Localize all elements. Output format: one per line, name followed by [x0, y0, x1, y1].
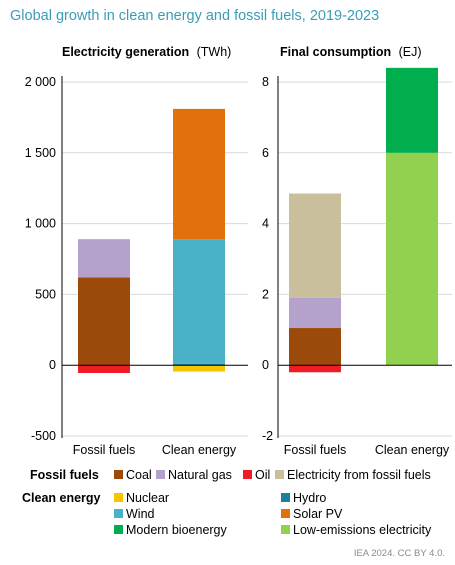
category-label: Clean energy	[375, 443, 450, 457]
bar-segment-natural-gas	[78, 239, 130, 278]
source-note: IEA 2024. CC BY 4.0.	[353, 548, 445, 559]
y-tick-label: 2	[262, 287, 269, 301]
chart-title: Global growth in clean energy and fossil…	[10, 8, 380, 24]
legend-item-solar-pv: Solar PV	[281, 507, 342, 521]
legend-heading-clean: Clean energy	[22, 491, 101, 505]
bar-segment-oil	[78, 365, 130, 373]
bar-segment-solar-pv	[173, 108, 225, 240]
coal-swatch	[114, 470, 123, 479]
bar-segment-oil	[289, 365, 341, 373]
panel-title-consumption-unit: (EJ)	[399, 45, 422, 59]
panel-title-electricity-main: Electricity generation	[62, 45, 189, 59]
legend-item-natural-gas: Natural gas	[156, 468, 232, 482]
panel-title-electricity-unit: (TWh)	[197, 45, 232, 59]
electricity-from-fossil-fuels-swatch	[275, 470, 284, 479]
y-tick-label: -2	[262, 429, 273, 443]
final-consumption-panel: -2 0 2 4 6 8 Fossil fuels Clean energy	[262, 67, 452, 457]
bar-segment-coal	[78, 277, 130, 366]
legend-label-nuclear: Nuclear	[126, 491, 170, 505]
legend-item-nuclear: Nuclear	[114, 491, 169, 505]
y-tick-label: 6	[262, 146, 269, 160]
legend-label-low-emissions-electricity: Low-emissions electricity	[293, 523, 432, 537]
legend-item-coal: Coal	[114, 468, 152, 482]
y-tick-label: 4	[262, 217, 269, 231]
y-tick-label: 500	[35, 287, 56, 301]
bar-segment-wind	[173, 239, 225, 364]
legend-item-modern-bioenergy: Modern bioenergy	[114, 523, 227, 537]
legend-label-electricity-from-fossil-fuels: Electricity from fossil fuels	[287, 468, 431, 482]
bar-segment-hydro	[173, 363, 225, 366]
modern-bioenergy-swatch	[114, 525, 123, 534]
category-label: Fossil fuels	[284, 443, 347, 457]
natural-gas-swatch	[156, 470, 165, 479]
y-tick-label: 1 500	[25, 146, 56, 160]
bar-segment-modern-bioenergy	[386, 67, 438, 153]
low-emissions-electricity-swatch	[281, 525, 290, 534]
nuclear-swatch	[114, 493, 123, 502]
legend-item-oil: Oil	[243, 468, 270, 482]
legend-label-natural-gas: Natural gas	[168, 468, 232, 482]
y-tick-label: 2 000	[25, 75, 56, 89]
hydro-swatch	[281, 493, 290, 502]
category-label: Clean energy	[162, 443, 237, 457]
y-tick-label: -500	[31, 429, 56, 443]
legend-item-electricity-from-fossil-fuels: Electricity from fossil fuels	[275, 468, 431, 482]
legend-label-wind: Wind	[126, 507, 155, 521]
panel-title-electricity: Electricity generation (TWh)	[62, 45, 231, 59]
bar-segment-electricity-from-fossil-fuels	[289, 193, 341, 298]
wind-swatch	[114, 509, 123, 518]
legend-item-low-emissions-electricity: Low-emissions electricity	[281, 523, 431, 537]
y-tick-label: 1 000	[25, 217, 56, 231]
legend-label-solar-pv: Solar PV	[293, 507, 343, 521]
bar-segment-natural-gas	[289, 297, 341, 329]
panel-title-consumption: Final consumption (EJ)	[280, 45, 422, 59]
y-tick-label: 8	[262, 75, 269, 89]
y-tick-label: 0	[262, 358, 269, 372]
legend-label-modern-bioenergy: Modern bioenergy	[126, 523, 227, 537]
legend-item-wind: Wind	[114, 507, 154, 521]
legend-item-hydro: Hydro	[281, 491, 326, 505]
legend-label-hydro: Hydro	[293, 491, 327, 505]
category-label: Fossil fuels	[73, 443, 136, 457]
y-tick-label: 0	[49, 358, 56, 372]
bar-segment-low-emissions-electricity	[386, 152, 438, 366]
chart-area: Electricity generation (TWh) Final consu…	[25, 45, 452, 457]
panel-title-consumption-main: Final consumption	[280, 45, 391, 59]
solar-pv-swatch	[281, 509, 290, 518]
bar-segment-coal	[289, 328, 341, 366]
legend-heading-fossil: Fossil fuels	[30, 468, 99, 482]
legend-label-oil: Oil	[255, 468, 271, 482]
legend-label-coal: Coal	[126, 468, 152, 482]
oil-swatch	[243, 470, 252, 479]
bar-segment-nuclear	[173, 365, 225, 372]
electricity-generation-panel: -500 0 500 1 000 1 500 2 000 Fossil fuels Clean…	[25, 75, 248, 457]
